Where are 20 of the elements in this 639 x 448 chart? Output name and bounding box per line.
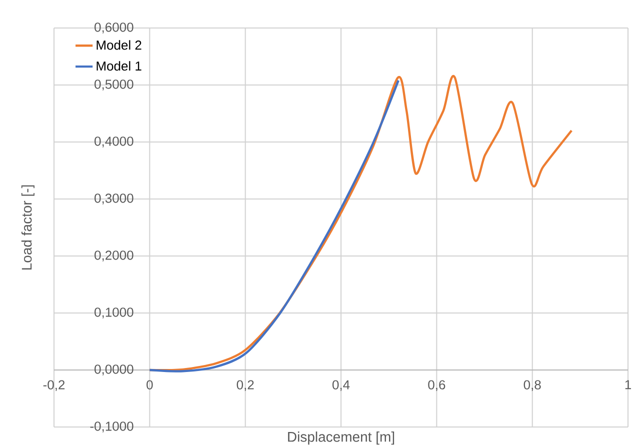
y-tick-label: 0,3000: [94, 194, 134, 204]
y-tick-label: 0,6000: [94, 22, 134, 34]
y-tick-label: 0,0000: [94, 364, 134, 376]
legend-label: Model 2: [96, 40, 142, 50]
x-tick-label: 0,8: [524, 380, 541, 391]
x-tick-label: -0,2: [43, 380, 65, 391]
x-tick-label: 1: [625, 380, 631, 390]
y-tick-label: 0,5000: [94, 80, 134, 90]
y-tick-label: 0,4000: [94, 136, 134, 148]
y-axis-title: Load factor [-]: [21, 185, 34, 270]
legend-label: Model 1: [96, 61, 142, 71]
x-axis-title: Displacement [m]: [288, 432, 394, 445]
line-series: [148, 79, 400, 372]
y-tick-label: 0,2000: [94, 250, 134, 262]
x-tick-label: 0,2: [236, 380, 254, 391]
y-tick-label: 0,1000: [94, 308, 134, 318]
x-tick-label: 0,6: [428, 380, 446, 391]
x-tick-label: 0,4: [332, 380, 350, 391]
x-tick-label: 0: [146, 380, 153, 390]
y-tick-label: -0,1000: [90, 422, 134, 432]
